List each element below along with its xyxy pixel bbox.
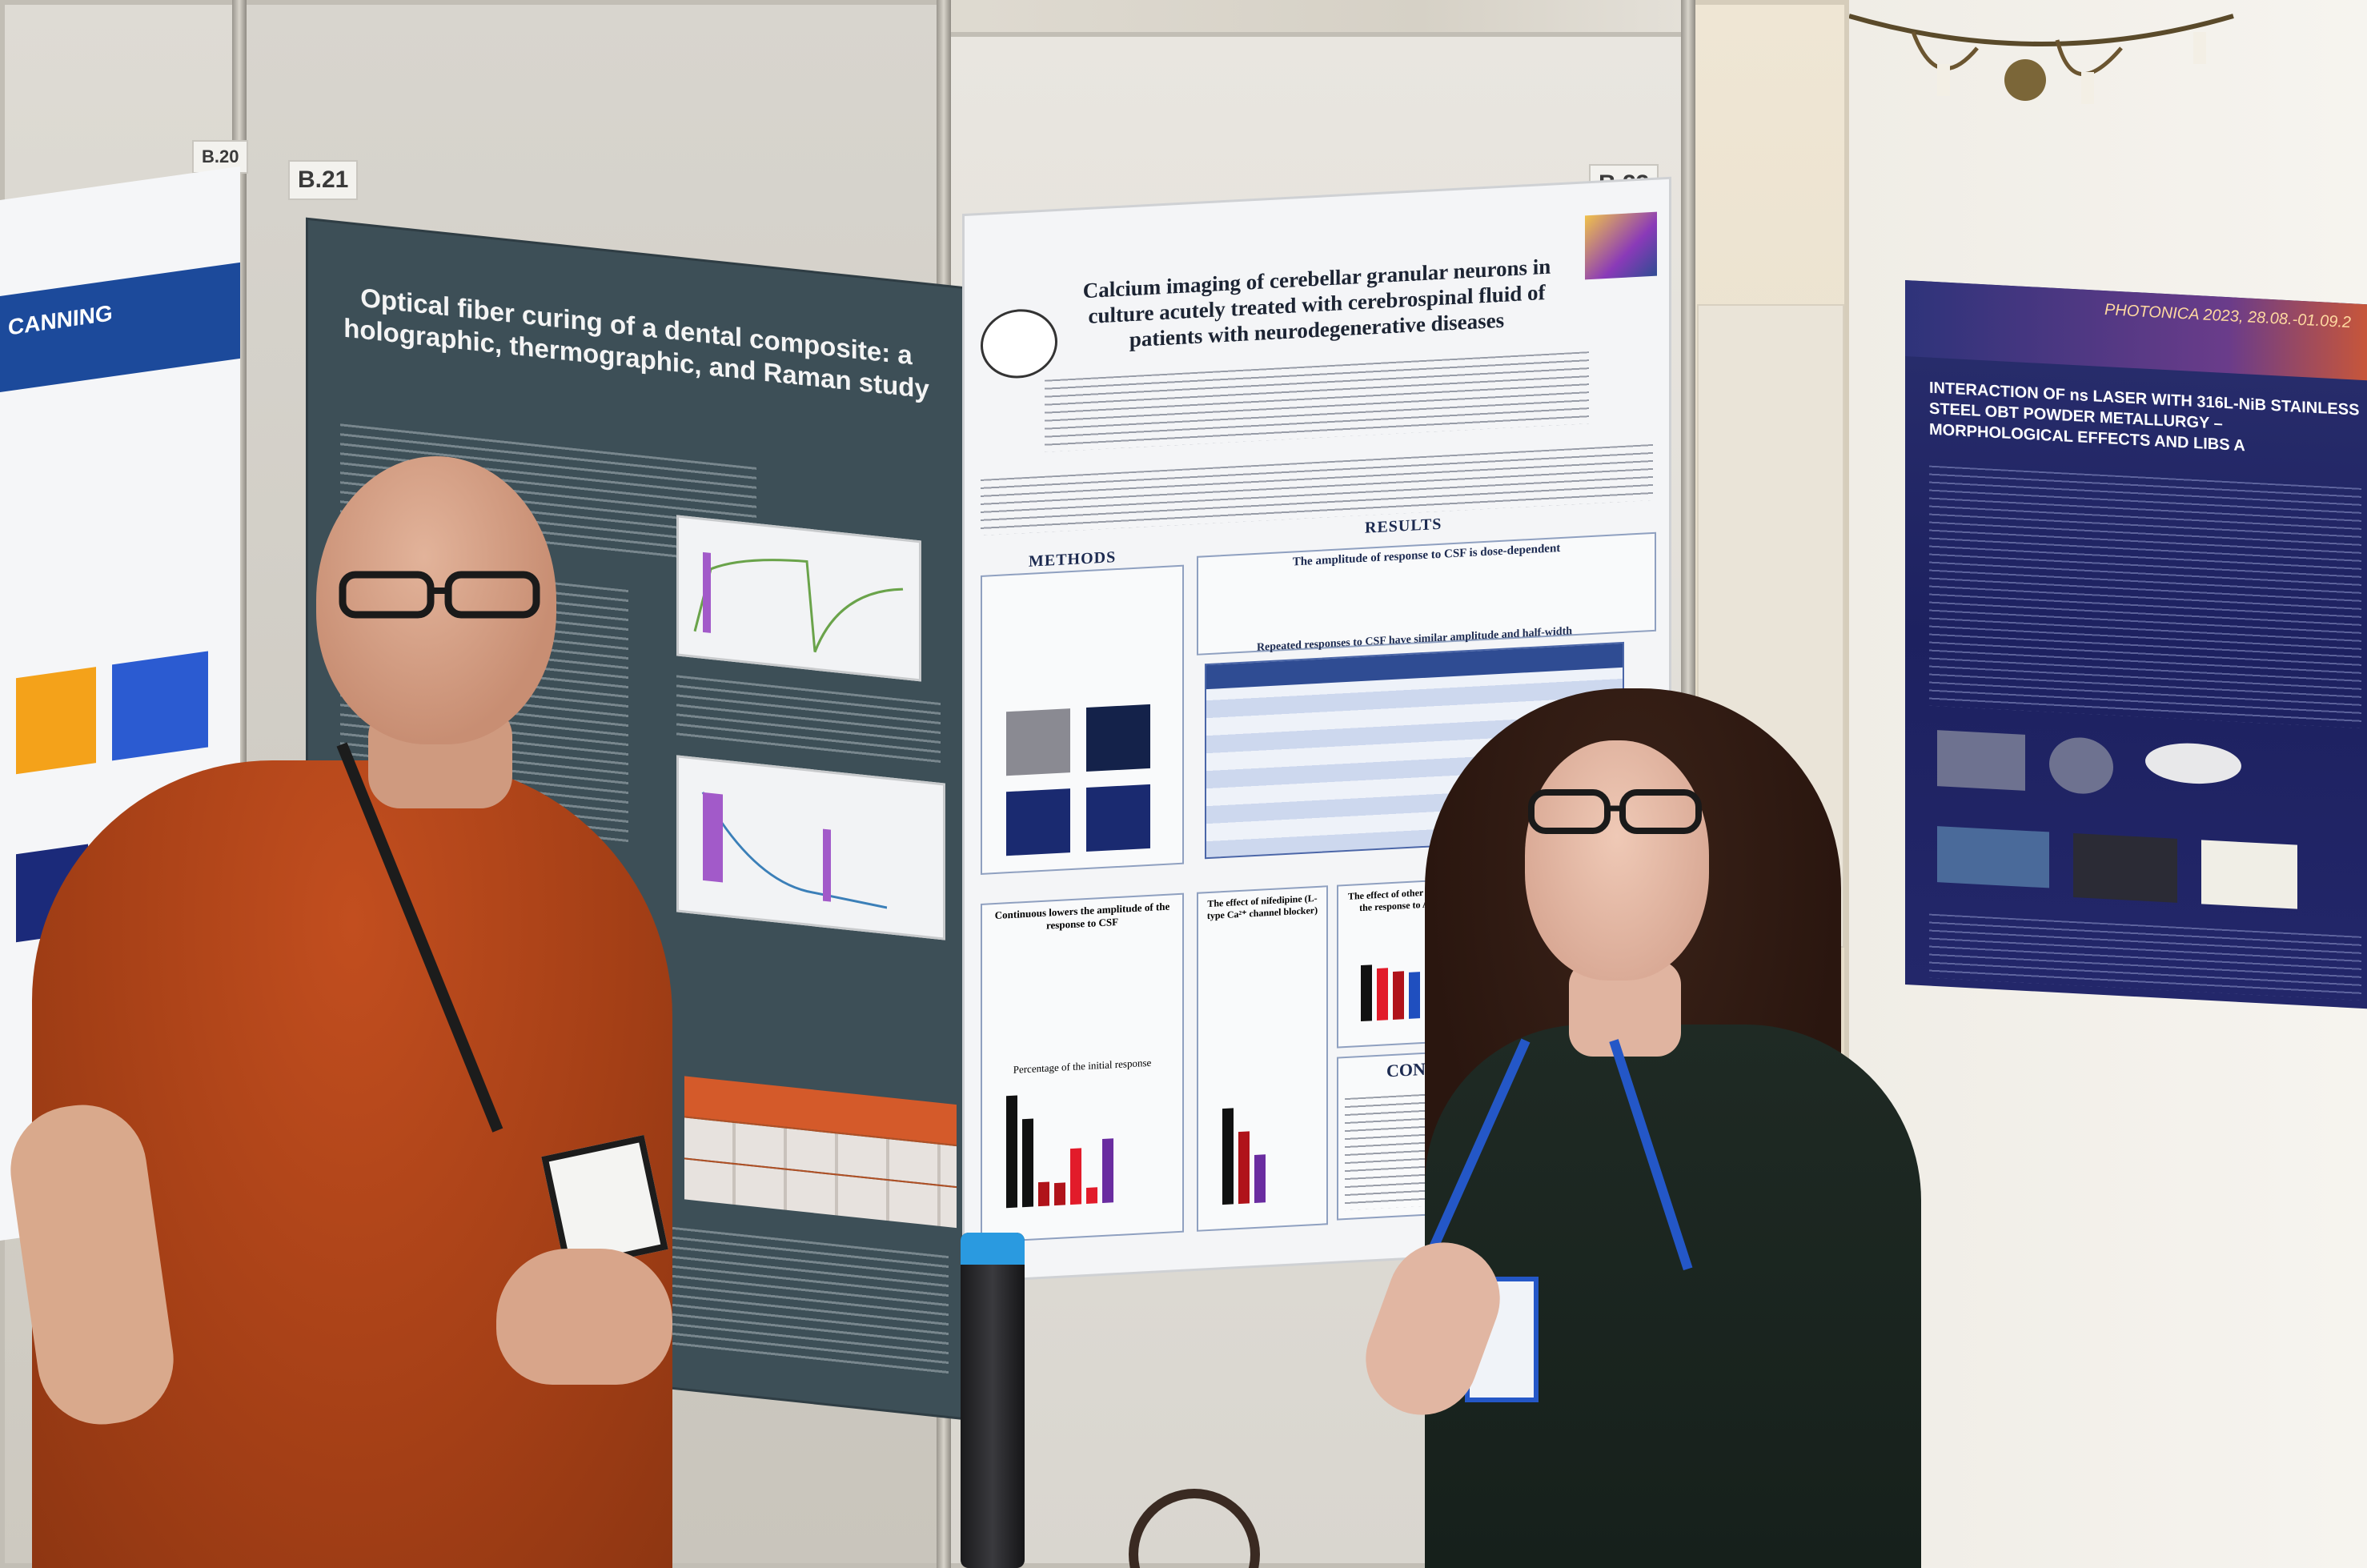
poster-figure: [16, 667, 96, 775]
poster-text-block: [676, 675, 941, 768]
woman-face: [1525, 740, 1709, 981]
poster-figure: [2145, 740, 2241, 787]
bar: [1393, 971, 1404, 1020]
man-hand: [496, 1249, 672, 1385]
bar: [1254, 1154, 1266, 1204]
glasses-icon: [1528, 789, 1702, 834]
poster-title: INTERACTION OF ns LASER WITH 316L-NiB ST…: [1929, 379, 2360, 455]
methods-box: [981, 564, 1184, 875]
poster-figure: [1937, 730, 2025, 791]
bar: [1222, 1108, 1234, 1205]
poster-laser-steel: PHOTONICA 2023, 28.08.-01.09.2 INTERACTI…: [1905, 280, 2367, 1009]
box-subtitle: Percentage of the initial response: [1013, 1056, 1152, 1076]
poster-figure: [1937, 826, 2049, 888]
poster-figure: [2073, 833, 2177, 903]
nifedipine-bar-chart: [1222, 1098, 1266, 1205]
glasses-icon: [339, 571, 540, 619]
poster-text-block: [1929, 465, 2361, 728]
poster-dental-composite: Optical fiber curing of a dental composi…: [308, 220, 965, 1418]
poster-authors: [1045, 351, 1589, 452]
university-seal: [981, 307, 1057, 380]
booth-label-b21: B.21: [288, 160, 359, 200]
box-title: The effect of nifedipine (L-type Ca²⁺ ch…: [1206, 892, 1318, 922]
poster-title: Calcium imaging of cerebellar granular n…: [1082, 254, 1551, 352]
poster-text-block: [1929, 913, 2361, 1001]
bar: [1377, 968, 1388, 1021]
poster-tube: [961, 1233, 1025, 1568]
bar: [1054, 1182, 1065, 1206]
bar: [1070, 1148, 1081, 1205]
box-continuous: Continuous lowers the amplitude of the r…: [981, 892, 1184, 1243]
poster-figure: [112, 651, 208, 761]
chandelier: [1848, 14, 2234, 104]
poster-table: [684, 1076, 957, 1229]
box-title: Continuous lowers the amplitude of the r…: [994, 900, 1170, 932]
results-heading: RESULTS: [1365, 515, 1442, 537]
poster-line-chart: [676, 515, 921, 682]
poster-text-block: [660, 1225, 949, 1377]
bar: [1238, 1131, 1250, 1205]
poster-line-chart: [676, 755, 945, 940]
poster-abstract: [981, 443, 1653, 535]
percentage-bar-chart: [1006, 1082, 1113, 1209]
bar: [1102, 1138, 1113, 1203]
institute-logo: [1585, 211, 1657, 280]
poster-figure: [2201, 840, 2297, 909]
bar: [1086, 1187, 1097, 1205]
results-box-title: The amplitude of response to CSF is dose…: [1292, 541, 1561, 569]
bar: [1361, 964, 1372, 1022]
bar: [1022, 1118, 1033, 1208]
bar: [1409, 972, 1420, 1019]
conclusion-heading: CON: [1386, 1058, 1426, 1081]
bar: [1038, 1181, 1049, 1207]
booth-label-b20: B.20: [192, 140, 249, 174]
man-head: [316, 456, 556, 744]
poster-tube-cap: [961, 1233, 1025, 1265]
bar: [1006, 1095, 1017, 1209]
poster-figure: [2049, 736, 2113, 796]
box-nifedipine: The effect of nifedipine (L-type Ca²⁺ ch…: [1197, 885, 1328, 1232]
poster-title: Optical fiber curing of a dental composi…: [343, 282, 929, 404]
methods-heading: METHODS: [1029, 548, 1117, 571]
